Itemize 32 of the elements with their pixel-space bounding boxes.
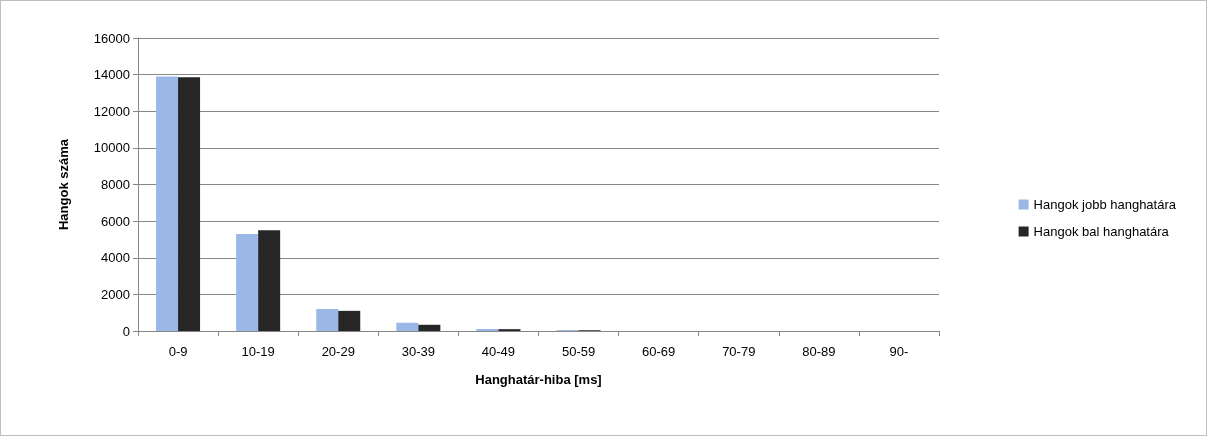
y-tick-label: 6000 [101, 213, 130, 229]
x-tick-label: 20-29 [321, 344, 355, 359]
bar [236, 233, 259, 331]
x-tick-label: 60-69 [642, 344, 676, 359]
bar [338, 310, 361, 331]
x-axis-title: Hanghatár-hiba [ms] [475, 372, 602, 387]
y-tick-label: 8000 [101, 177, 130, 192]
x-tick-label: 50-59 [561, 344, 596, 359]
bar [178, 77, 201, 331]
bar [418, 324, 441, 331]
bar [396, 322, 419, 331]
x-tick-label: 10-19 [241, 344, 275, 359]
x-tick-label: 90- [889, 344, 909, 359]
bar [316, 309, 339, 331]
y-tick-label: 14000 [93, 67, 130, 83]
legend-label: Hangok bal hanghatára [1033, 224, 1170, 239]
y-axis-title: Hangok száma [56, 138, 71, 231]
bar [476, 328, 499, 331]
y-tick-label: 10000 [93, 140, 130, 156]
bar [258, 230, 281, 331]
x-tick-label: 40-49 [481, 344, 516, 359]
y-tick-label: 12000 [93, 103, 130, 119]
y-tick-label: 0 [122, 323, 130, 339]
x-tick-label: 70-79 [722, 344, 756, 359]
x-tick-label: 30-39 [401, 344, 435, 359]
y-tick-label: 16000 [93, 30, 130, 46]
x-tick-label: 80-89 [802, 344, 836, 359]
x-tick-label: 0-9 [168, 344, 188, 359]
y-tick-label: 4000 [101, 250, 130, 266]
y-tick-label: 2000 [101, 286, 130, 302]
legend-label: Hangok jobb hanghatára [1033, 197, 1177, 212]
bar [156, 76, 179, 331]
